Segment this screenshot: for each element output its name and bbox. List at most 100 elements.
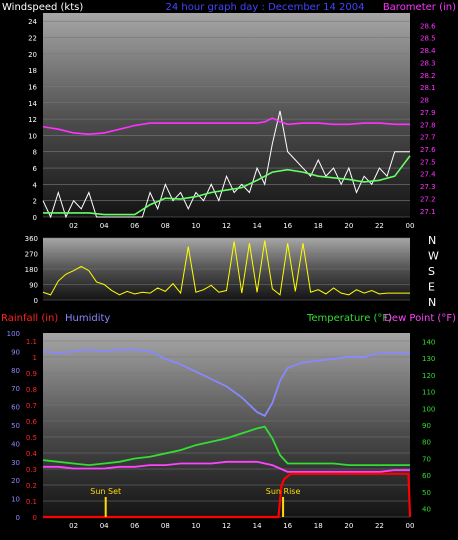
humidity-tick: 40	[11, 440, 20, 448]
rainfall-tick: 1	[33, 354, 37, 362]
x-tick: 14	[253, 522, 262, 530]
sun-label: Sun Rise	[266, 487, 301, 496]
x-tick: 18	[314, 222, 323, 230]
compass-label: E	[428, 281, 435, 294]
x-tick: 12	[222, 222, 231, 230]
barometer-tick: 27.9	[420, 109, 436, 117]
humidity-tick: 60	[11, 404, 20, 412]
barometer-tick: 28.1	[420, 84, 436, 92]
windspeed-tick: 18	[28, 67, 37, 75]
humidity-tick: 90	[11, 348, 20, 356]
panel3-series	[42, 348, 412, 519]
panel1-gridlines	[43, 20, 410, 218]
humidity-tick: 50	[11, 422, 20, 430]
humidity-tick: 30	[11, 459, 20, 467]
x-tick: 00	[406, 522, 415, 530]
windspeed-axis-label: Windspeed (kts)	[2, 2, 83, 13]
x-tick: 04	[100, 522, 109, 530]
sun-annotations: Sun Set Sun Rise	[90, 487, 300, 517]
rainfall-tick: 0.8	[26, 386, 37, 394]
x-tick: 16	[283, 222, 292, 230]
panel1-series	[42, 110, 411, 219]
barometer-axis-label: Barometer (in)	[383, 2, 456, 13]
rainfall-tick-labels: 0 0.1 0.2 0.3 0.4 0.5 0.6 0.7 0.8 0.9 1 1.1	[26, 338, 38, 522]
rainfall-tick: 0.5	[26, 434, 37, 442]
barometer-tick-labels: 27.1 27.2 27.3 27.4 27.5 27.6 27.7 27.8 27.9 28 28…	[420, 22, 436, 215]
rainfall-tick: 0.7	[26, 402, 37, 410]
windspeed-tick: 4	[33, 181, 38, 189]
barometer-tick: 27.5	[420, 158, 436, 166]
barometer-tick: 28.4	[420, 47, 436, 55]
rainfall-tick: 0.3	[26, 466, 37, 474]
rainfall-tick: 1.1	[26, 338, 37, 346]
temperature-tick: 110	[422, 389, 435, 397]
barometer-tick: 27.4	[420, 171, 436, 179]
temperature-tick: 130	[422, 355, 435, 363]
windspeed-tick: 6	[33, 165, 38, 173]
windspeed-tick: 2	[33, 198, 37, 206]
temperature-tick: 140	[422, 338, 435, 346]
direction-tick: 360	[25, 235, 38, 243]
compass-label: S	[428, 265, 435, 278]
barometer-tick: 28.5	[420, 35, 436, 43]
sun-label: Sun Set	[90, 487, 121, 496]
barometer-tick: 27.7	[420, 134, 436, 142]
temperature-tick: 70	[422, 455, 431, 463]
panel3-gridlines	[43, 340, 410, 518]
panel3-x-tick-labels: 02 04 06 08 10 12 14 16 18 20 22 00	[69, 522, 414, 530]
windspeed-tick: 10	[28, 132, 37, 140]
direction-tick: 180	[25, 266, 38, 274]
temperature-tick: 60	[422, 472, 431, 480]
temperature-line	[42, 425, 410, 467]
windspeed-line	[42, 110, 410, 219]
rainfall-line	[43, 472, 412, 519]
direction-tick: 0	[34, 297, 38, 305]
direction-tick: 270	[25, 251, 38, 259]
temperature-tick: 100	[422, 405, 435, 413]
x-tick: 14	[253, 222, 262, 230]
rain-humidity-temp-panel: Rainfall (in) Humidity Temperature (°F) …	[1, 313, 456, 530]
panel1-x-tick-labels: 02 04 06 08 10 12 14 16 18 20 22 00	[69, 222, 414, 230]
x-tick: 16	[283, 522, 292, 530]
panel1-title: 24 hour graph day : December 14 2004	[166, 2, 365, 13]
direction-tick: 90	[29, 282, 38, 290]
x-tick: 02	[69, 222, 78, 230]
x-tick: 22	[375, 522, 384, 530]
barometer-tick: 27.8	[420, 121, 436, 129]
x-tick: 00	[406, 222, 415, 230]
barometer-tick: 27.2	[420, 195, 436, 203]
temperature-tick: 90	[422, 422, 431, 430]
rainfall-tick: 0.4	[26, 450, 38, 458]
compass-label: N	[428, 234, 436, 247]
x-tick: 02	[69, 522, 78, 530]
compass-label: W	[428, 250, 439, 263]
rainfall-axis-label: Rainfall (in)	[1, 313, 58, 324]
x-tick: 18	[314, 522, 323, 530]
temperature-tick: 80	[422, 439, 431, 447]
temperature-tick: 120	[422, 372, 435, 380]
humidity-tick: 20	[11, 477, 20, 485]
humidity-tick: 80	[11, 367, 20, 375]
humidity-tick: 0	[16, 514, 20, 522]
windspeed-tick: 24	[28, 18, 37, 26]
wind-direction-line	[42, 240, 410, 296]
windspeed-tick: 14	[28, 100, 37, 108]
temperature-tick: 40	[422, 506, 431, 514]
rainfall-tick: 0.9	[26, 370, 37, 378]
barometer-tick: 28.3	[420, 59, 436, 67]
temperature-axis-label: Temperature (°F)	[306, 313, 392, 324]
direction-tick-labels: 0 90 180 270 360	[25, 235, 38, 305]
barometer-tick: 28.2	[420, 72, 436, 80]
humidity-tick: 70	[11, 385, 20, 393]
x-tick: 06	[130, 522, 139, 530]
panel1-plot-area	[43, 13, 410, 217]
rainfall-tick: 0.2	[26, 482, 37, 490]
windspeed-average-line	[43, 155, 411, 216]
humidity-tick-labels: 0 10 20 30 40 50 60 70 80 90 100	[7, 330, 20, 522]
x-tick: 08	[161, 222, 170, 230]
panel3-plot-area	[43, 333, 410, 517]
